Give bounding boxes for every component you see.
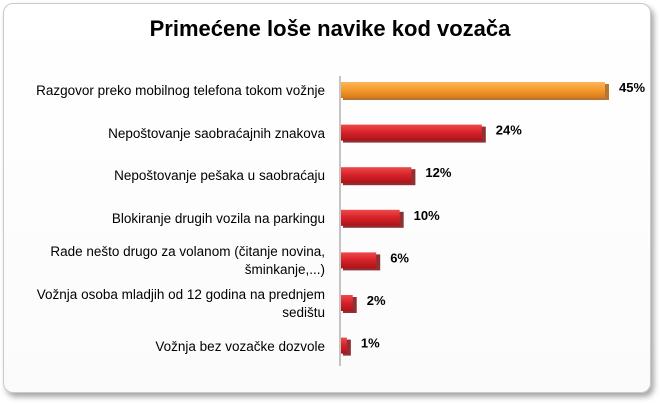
bar-shadow [343,339,351,356]
value-label: 45% [619,80,645,95]
value-label: 1% [361,336,380,351]
chart-title: Primećene loše navike kod vozača [149,16,511,41]
category-label: Blokiranje drugih vozila na parkingu [111,210,325,226]
category-label: Nepoštovanje pešaka u saobraćaju [114,168,325,184]
bar [341,82,605,98]
value-label: 24% [496,123,522,138]
value-label: 6% [390,250,409,265]
bar [341,295,353,311]
value-label: 12% [425,165,451,180]
bar [341,167,412,184]
category-label: Vožnja osoba mladjih od 12 godina na pre… [36,287,325,320]
bar [341,124,482,141]
value-label: 2% [367,293,386,308]
bar [341,252,377,269]
value-label: 10% [414,208,440,223]
category-label: Razgovor preko mobilnog telefona tokom v… [36,83,325,98]
category-label: Rade nešto drugo za volanom (čitanje nov… [50,244,325,278]
bar [341,337,347,354]
chart-frame [3,3,651,393]
category-label: Vožnja bez vozačke dozvole [155,338,325,354]
bar [341,209,400,226]
category-label: Nepoštovanje saobraćajnih znakova [108,125,325,141]
